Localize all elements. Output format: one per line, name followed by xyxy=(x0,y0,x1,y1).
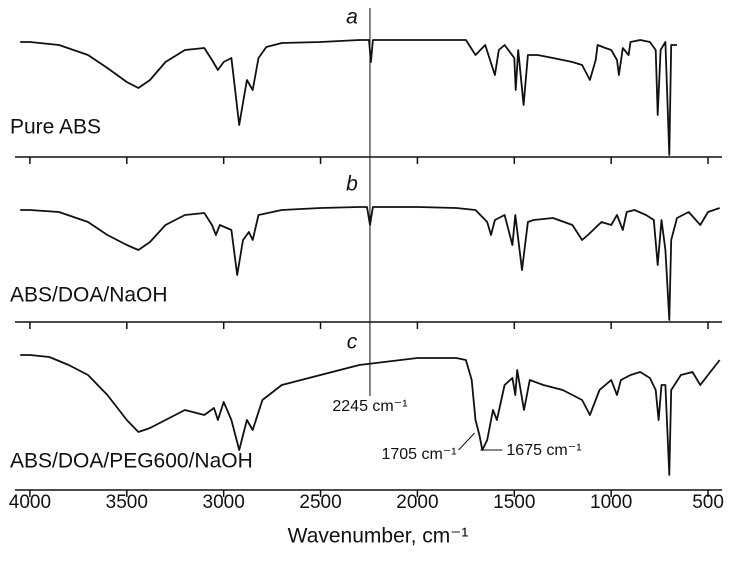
x-tick-label: 1500 xyxy=(493,492,535,513)
spectrum-line xyxy=(20,39,677,156)
x-axis-title: Wavenumber, cm⁻¹ xyxy=(288,525,469,548)
panel-label: a xyxy=(346,6,358,29)
x-tick-label: 2500 xyxy=(299,492,341,513)
panel-label: b xyxy=(346,173,358,196)
series-name: Pure ABS xyxy=(10,116,101,139)
x-tick-label: 500 xyxy=(692,492,724,513)
series-name: ABS/DOA/PEG600/NaOH xyxy=(10,450,253,473)
annotation: 1675 cm⁻¹ xyxy=(506,442,581,459)
x-tick-label: 4000 xyxy=(9,492,51,513)
x-tick-label: 3000 xyxy=(203,492,245,513)
spectrum-line xyxy=(20,206,720,321)
spectrum-line xyxy=(20,354,721,476)
series-name: ABS/DOA/NaOH xyxy=(10,284,168,307)
panel-label: c xyxy=(347,331,358,354)
x-tick-label: 1000 xyxy=(590,492,632,513)
leader xyxy=(458,432,475,451)
x-tick-label: 3500 xyxy=(106,492,148,513)
x-tick-label: 2000 xyxy=(396,492,438,513)
annotation: 2245 cm⁻¹ xyxy=(332,398,407,415)
annotation: 1705 cm⁻¹ xyxy=(381,446,456,463)
